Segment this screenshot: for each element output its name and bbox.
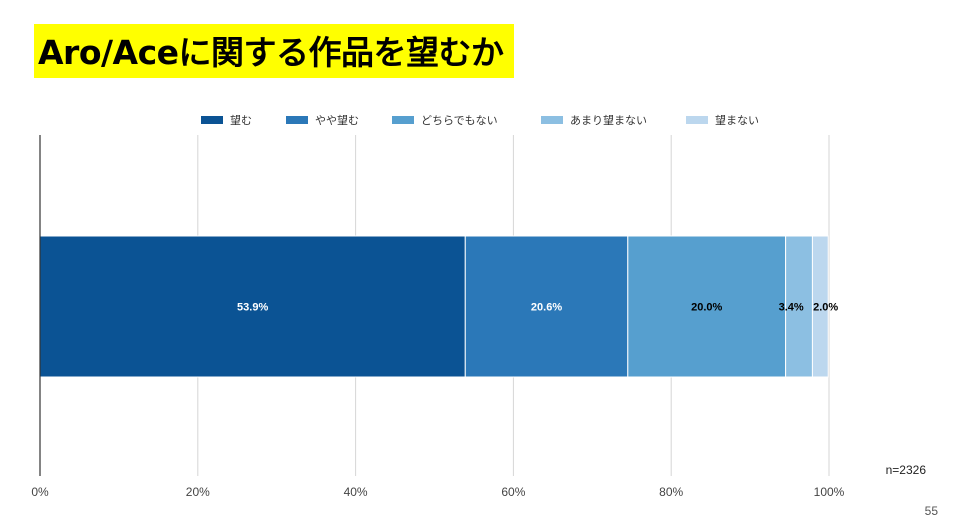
bar-segment-5 — [811, 235, 829, 378]
data-label: 20.6% — [531, 302, 562, 314]
legend-swatch-4 — [541, 116, 563, 124]
title-highlight: Aro/Aceに関する作品を望むか — [34, 24, 514, 78]
legend-label: 望む — [230, 114, 252, 127]
data-label: 2.0% — [813, 302, 838, 314]
legend-label: あまり望まない — [570, 114, 647, 127]
data-label: 20.0% — [691, 302, 722, 314]
data-label: 3.4% — [779, 302, 804, 314]
legend-swatch-1 — [201, 116, 223, 124]
data-label: 53.9% — [237, 302, 268, 314]
bar-segment-2 — [464, 235, 629, 378]
legend-label: どちらでもない — [421, 114, 498, 127]
x-tick-label: 20% — [186, 485, 210, 499]
page-number: 55 — [924, 504, 938, 518]
legend-label: やや望む — [315, 114, 359, 127]
x-tick-label: 60% — [501, 485, 525, 499]
x-tick-label: 40% — [344, 485, 368, 499]
bar-segment-3 — [627, 235, 787, 378]
legend-label: 望まない — [715, 114, 759, 127]
x-tick-label: 0% — [31, 485, 49, 499]
x-tick-label: 100% — [814, 485, 845, 499]
bar-segment-1 — [39, 235, 466, 378]
sample-size-note: n=2326 — [886, 463, 927, 477]
legend-swatch-3 — [392, 116, 414, 124]
slide-title: Aro/Aceに関する作品を望むか — [38, 33, 504, 72]
legend-swatch-2 — [286, 116, 308, 124]
legend-swatch-5 — [686, 116, 708, 124]
bar-segment-4 — [785, 235, 813, 378]
x-tick-label: 80% — [659, 485, 683, 499]
